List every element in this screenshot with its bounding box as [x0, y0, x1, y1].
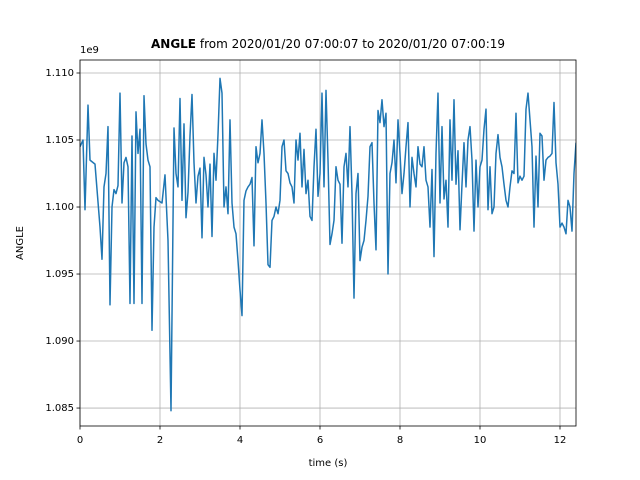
plot-area [79, 60, 576, 426]
x-tick-label: 12 [554, 435, 567, 446]
y-tick-label: 1.090 [45, 336, 74, 347]
y-tick-label: 1.100 [45, 202, 74, 213]
y-offset-text: 1e9 [80, 45, 99, 56]
x-axis-label: time (s) [309, 458, 348, 469]
title-bold: ANGLE [151, 37, 196, 51]
chart-title: ANGLE from 2020/01/20 07:00:07 to 2020/0… [151, 37, 505, 51]
x-tick-label: 6 [317, 435, 323, 446]
y-tick-label: 1.085 [45, 403, 74, 414]
axes-frame [79, 59, 577, 427]
x-tick-label: 2 [157, 435, 163, 446]
title-text: from 2020/01/20 07:00:07 to 2020/01/20 0… [200, 37, 505, 51]
y-tick-label: 1.110 [45, 68, 74, 79]
line-series [80, 77, 576, 412]
x-tick-label: 4 [237, 435, 243, 446]
x-tick-label: 8 [397, 435, 403, 446]
x-tick-label: 0 [77, 435, 83, 446]
y-axis-label: ANGLE [15, 226, 26, 260]
y-tick-label: 1.095 [45, 269, 74, 280]
x-tick-label: 10 [474, 435, 487, 446]
y-tick-label: 1.105 [45, 135, 74, 146]
